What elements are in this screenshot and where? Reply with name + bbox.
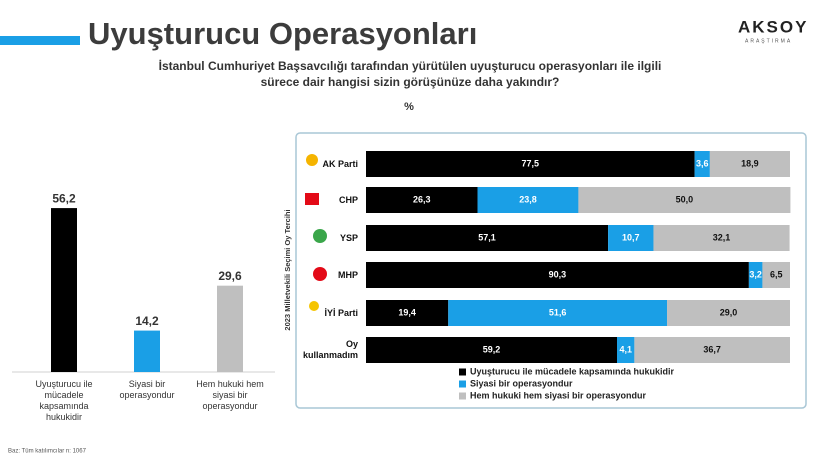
- bar-segment: [448, 300, 668, 326]
- bar-segment: [634, 337, 790, 363]
- logo: AKSOY: [738, 17, 808, 36]
- legend-label: Siyasi bir operasyondur: [470, 378, 573, 388]
- panel: [295, 132, 807, 409]
- value-label: 26,3: [413, 194, 431, 204]
- icon: [313, 229, 327, 243]
- footnote: Baz: Tüm katılımcılar n: 1067: [8, 449, 87, 455]
- value-label: 14,2: [135, 314, 159, 328]
- value-label: 23,8: [519, 194, 537, 204]
- icon: [309, 301, 319, 311]
- bar-segment: [578, 187, 791, 213]
- x-tick-label: Siyasi bir operasyondur: [119, 379, 175, 400]
- bar-segment: [653, 225, 790, 251]
- legend-swatch: [459, 392, 466, 400]
- y-tick-label: AK Parti: [322, 158, 358, 169]
- value-label: 32,1: [713, 232, 731, 242]
- value-label: 19,4: [398, 307, 416, 317]
- value-label: 77,5: [522, 158, 540, 168]
- bar-segment: [762, 262, 790, 288]
- value-label: 4,1: [619, 344, 632, 354]
- icon: [306, 154, 318, 166]
- y-tick-label: İYİ Parti: [324, 307, 358, 318]
- bar: [51, 208, 77, 372]
- x-tick-label: Uyuşturucu ile mücadele kapsamında hukuk…: [35, 379, 93, 422]
- icon: [305, 193, 319, 205]
- page-title: Uyuşturucu Operasyonları: [88, 16, 477, 51]
- y-tick-label: YSP: [339, 232, 358, 243]
- bar-segment: [617, 337, 635, 363]
- value-label: 6,5: [770, 269, 783, 279]
- value-label: 57,1: [478, 232, 496, 242]
- party-icons: [305, 154, 327, 311]
- subtitle: İstanbul Cumhuriyet Başsavcılığı tarafın…: [158, 59, 662, 89]
- bar-segment: [608, 225, 654, 251]
- bar-segment: [477, 187, 579, 213]
- value-label: 29,6: [218, 269, 242, 283]
- value-label: 56,2: [52, 191, 76, 205]
- accent-bar: [0, 36, 80, 45]
- bar-segment: [366, 262, 749, 288]
- bar-segment: [748, 262, 763, 288]
- value-label: 36,7: [703, 344, 721, 354]
- value-label: 29,0: [720, 307, 738, 317]
- legend-swatch: [459, 368, 466, 376]
- value-label: 10,7: [622, 232, 640, 242]
- value-label: 51,6: [549, 307, 567, 317]
- y-tick-label: Oy kullanmadım: [302, 339, 358, 360]
- value-label: 3,6: [696, 158, 709, 168]
- legend-label: Uyuşturucu ile mücadele kapsamında hukuk…: [470, 366, 675, 376]
- bar-segment: [667, 300, 790, 326]
- value-label: 3,2: [749, 269, 762, 279]
- bar-segment: [694, 151, 710, 177]
- bar-segment: [366, 300, 449, 326]
- legend-label: Hem hukuki hem siyasi bir operasyondur: [470, 390, 647, 400]
- bar-segment: [366, 187, 478, 213]
- y-tick-label: MHP: [338, 269, 358, 280]
- icon: [313, 267, 327, 281]
- bar: [217, 285, 243, 372]
- value-label: 18,9: [741, 158, 759, 168]
- x-tick-label: Hem hukuki hem siyasi bir operasyondur: [196, 379, 264, 411]
- value-label: 50,0: [676, 194, 694, 204]
- unit: %: [404, 101, 414, 113]
- logo-sub: ARAŞTIRMA: [745, 38, 792, 44]
- bar-segment: [709, 151, 790, 177]
- value-label: 90,3: [549, 269, 567, 279]
- bar-segment: [366, 337, 618, 363]
- bar: [134, 330, 160, 372]
- legend-swatch: [459, 380, 466, 388]
- y-tick-label: CHP: [338, 194, 358, 205]
- bar-segment: [366, 151, 695, 177]
- value-label: 59,2: [483, 344, 501, 354]
- y-axis-label: 2023 Milletvekili Seçimi Oy Tercihi: [283, 209, 292, 330]
- bar-segment: [366, 225, 609, 251]
